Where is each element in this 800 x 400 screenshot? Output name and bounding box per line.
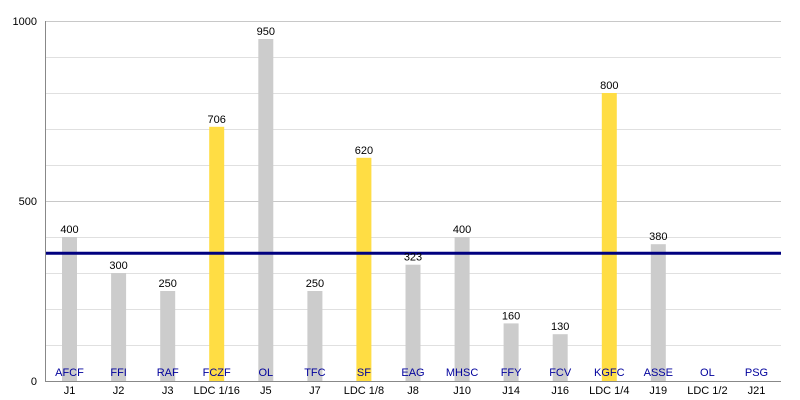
bar [111, 273, 127, 381]
value-label: 706 [208, 114, 226, 126]
bar [454, 237, 470, 381]
team-labels: AFCF FFI RAF FCZF OL TFC SF EAG MHSC FFY FCV KGFC AS… [55, 367, 768, 379]
team-label: FCZF [203, 367, 231, 379]
bar [356, 157, 372, 381]
bar [405, 264, 421, 381]
value-label: 950 [257, 26, 275, 38]
bar [552, 334, 568, 381]
bar [258, 39, 274, 381]
bar [62, 237, 77, 381]
x-tick-label: J3 [162, 385, 174, 397]
x-tick-labels: J1 J2 J3 LDC 1/16 J5 J7 LDC 1/8 J8 J10 J14 J16 LDC … [64, 385, 766, 397]
value-label: 400 [453, 224, 471, 236]
y-tick-label: 0 [31, 376, 37, 388]
value-label: 300 [109, 260, 127, 272]
x-tick-label: J19 [649, 385, 667, 397]
value-label: 380 [649, 231, 667, 243]
x-tick-label: J10 [453, 385, 471, 397]
team-label: SF [357, 367, 371, 379]
team-label: AFCF [55, 367, 84, 379]
x-tick-label: J5 [260, 385, 272, 397]
value-label: 620 [355, 145, 373, 157]
x-tick-label: J7 [309, 385, 321, 397]
y-tick-label: 1000 [13, 16, 37, 28]
team-label: MHSC [446, 367, 478, 379]
bar [307, 291, 323, 381]
x-tick-label: LDC 1/16 [193, 385, 239, 397]
team-label: EAG [401, 367, 424, 379]
x-tick-label: J8 [407, 385, 419, 397]
bars [62, 39, 666, 381]
value-label: 800 [600, 80, 618, 92]
y-tick-labels: 0 500 1000 [13, 16, 37, 388]
x-tick-label: LDC 1/4 [589, 385, 629, 397]
team-label: KGFC [594, 367, 625, 379]
value-labels: 400 300 250 706 950 250 620 323 400 160 130 800 380 [60, 26, 667, 333]
value-label: 250 [306, 278, 324, 290]
team-label: PSG [745, 367, 768, 379]
team-label: FFI [110, 367, 127, 379]
value-label: 323 [404, 252, 422, 264]
x-tick-label: LDC 1/2 [687, 385, 727, 397]
team-label: FCV [549, 367, 572, 379]
team-label: OL [700, 367, 715, 379]
x-tick-label: LDC 1/8 [344, 385, 384, 397]
x-tick-label: J16 [551, 385, 569, 397]
x-tick-label: J2 [113, 385, 125, 397]
team-label: RAF [157, 367, 179, 379]
team-label: TFC [304, 367, 325, 379]
value-label: 130 [551, 321, 569, 333]
x-tick-label: J21 [748, 385, 766, 397]
bar [503, 323, 519, 381]
bar [601, 93, 617, 381]
x-tick-label: J1 [64, 385, 76, 397]
bar [160, 291, 176, 381]
value-label: 400 [60, 224, 78, 236]
value-label: 160 [502, 310, 520, 322]
team-label: ASSE [644, 367, 673, 379]
y-tick-label: 500 [19, 196, 37, 208]
axes [45, 21, 781, 382]
x-tick-label: J14 [502, 385, 520, 397]
team-label: FFY [501, 367, 522, 379]
value-label: 250 [159, 278, 177, 290]
bar [650, 244, 666, 381]
team-label: OL [258, 367, 273, 379]
